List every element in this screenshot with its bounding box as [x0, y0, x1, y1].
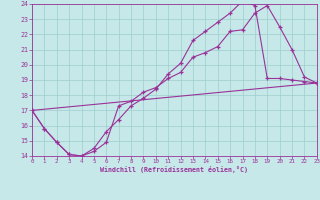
X-axis label: Windchill (Refroidissement éolien,°C): Windchill (Refroidissement éolien,°C) [100, 166, 248, 173]
